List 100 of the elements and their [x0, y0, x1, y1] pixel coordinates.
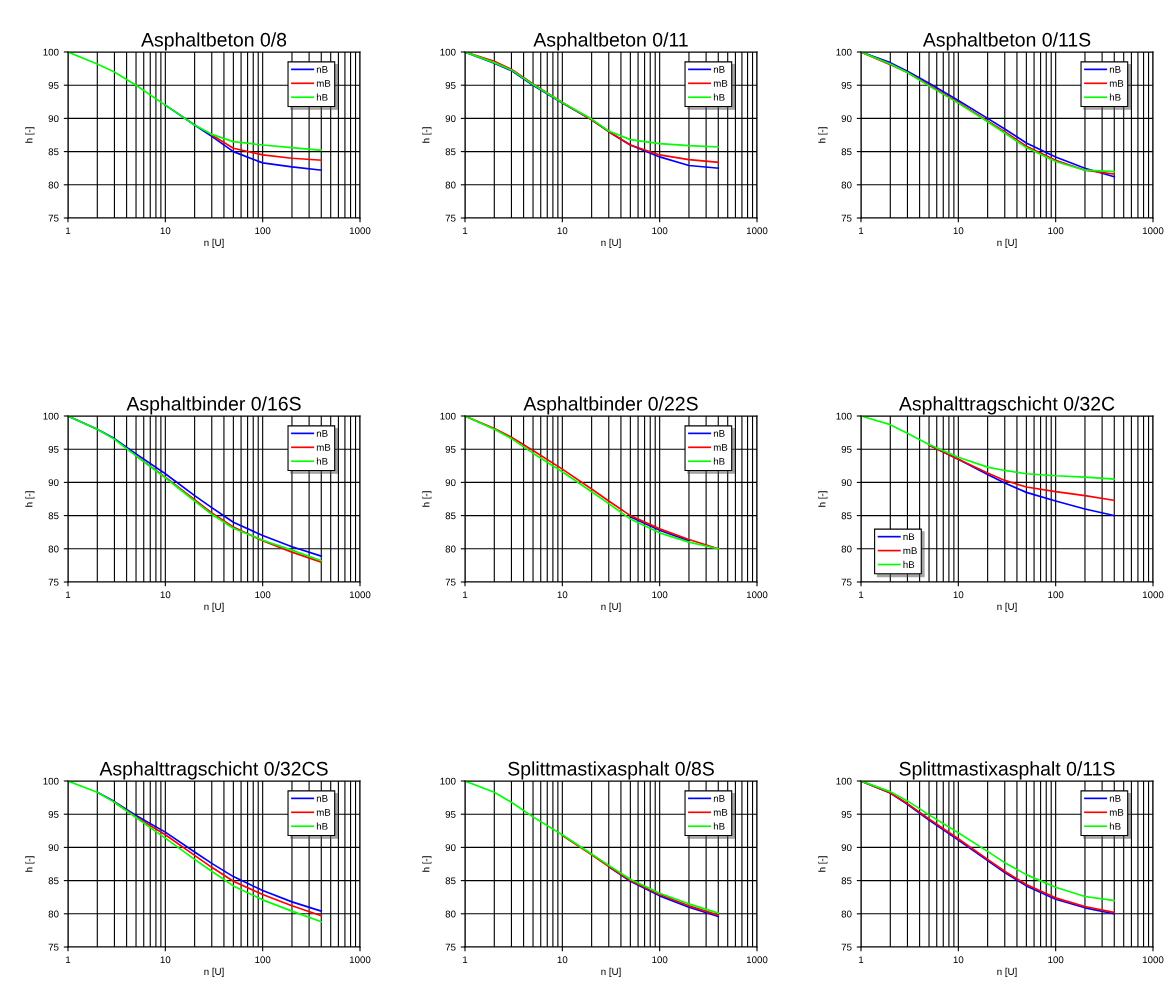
y-tick-label: 85	[841, 877, 852, 885]
x-tick-label: 1	[859, 227, 864, 235]
y-tick-label: 80	[48, 910, 59, 918]
y-tick-label: 85	[841, 148, 852, 156]
y-tick-label: 75	[445, 214, 456, 222]
legend-label: mB	[713, 80, 728, 87]
legend-label: nB	[316, 66, 328, 73]
y-axis-title: h [-]	[422, 856, 432, 872]
y-tick-label: 95	[841, 445, 852, 453]
y-tick-label: 75	[841, 943, 852, 951]
legend-label: nB	[316, 430, 328, 437]
legend-label: nB	[316, 795, 328, 802]
y-tick-label: 95	[445, 810, 456, 818]
y-tick-label: 80	[841, 545, 852, 553]
y-tick-label: 90	[48, 844, 59, 852]
legend-label: hB	[316, 822, 328, 830]
x-tick-label: 1000	[1142, 956, 1164, 964]
y-tick-label: 95	[841, 81, 852, 89]
y-axis-title: h [-]	[422, 127, 432, 143]
y-tick-label: 80	[841, 910, 852, 918]
x-tick-label: 1	[463, 227, 468, 235]
x-tick-label: 1	[859, 956, 864, 964]
y-tick-label: 75	[841, 578, 852, 586]
y-tick-label: 95	[48, 445, 59, 453]
x-tick-label: 100	[652, 227, 668, 235]
y-tick-label: 75	[48, 214, 59, 222]
y-tick-label: 100	[836, 777, 852, 785]
x-tick-label: 1000	[349, 591, 371, 599]
legend-label: nB	[1109, 66, 1121, 73]
chart-title: Asphaltbeton 0/8	[141, 32, 287, 51]
legend-label: nB	[713, 795, 725, 802]
chart-title: Asphalttragschicht 0/32CS	[99, 761, 328, 780]
legend-label: nB	[713, 66, 725, 73]
y-tick-label: 85	[445, 512, 456, 520]
x-tick-label: 10	[160, 227, 171, 235]
legend-label: hB	[316, 457, 328, 465]
chart-title: Asphaltbinder 0/22S	[523, 396, 698, 415]
x-tick-label: 1	[463, 591, 468, 599]
x-axis-title: n [U]	[997, 602, 1017, 612]
x-tick-label: 1000	[746, 956, 768, 964]
y-tick-label: 85	[445, 148, 456, 156]
x-tick-label: 1000	[1142, 227, 1164, 235]
x-tick-label: 100	[1048, 227, 1064, 235]
y-tick-label: 75	[445, 943, 456, 951]
x-tick-label: 1000	[349, 956, 371, 964]
legend-label: mB	[316, 80, 331, 87]
x-tick-label: 1	[66, 227, 71, 235]
chart-title: Splittmastixasphalt 0/8S	[508, 761, 714, 780]
legend-label: mB	[1109, 809, 1124, 816]
x-tick-label: 100	[255, 591, 271, 599]
y-tick-label: 80	[445, 181, 456, 189]
y-tick-label: 90	[445, 844, 456, 852]
x-tick-label: 1	[66, 956, 71, 964]
chart-title: Asphaltbinder 0/16S	[126, 396, 301, 415]
y-axis-title: h [-]	[25, 491, 35, 507]
legend-label: mB	[316, 809, 331, 816]
y-axis-title: h [-]	[818, 491, 828, 507]
x-tick-label: 100	[652, 591, 668, 599]
legend-label: hB	[1109, 822, 1121, 830]
y-tick-label: 100	[440, 412, 456, 420]
y-tick-label: 95	[48, 81, 59, 89]
y-axis-title: h [-]	[25, 856, 35, 872]
y-tick-label: 95	[445, 445, 456, 453]
y-tick-label: 90	[841, 844, 852, 852]
x-tick-label: 100	[1048, 956, 1064, 964]
y-tick-label: 90	[48, 479, 59, 487]
y-axis-title: h [-]	[422, 491, 432, 507]
legend-label: mB	[713, 809, 728, 816]
x-tick-label: 10	[557, 227, 568, 235]
chart-title: Splittmastixasphalt 0/11S	[899, 761, 1115, 780]
y-tick-label: 100	[43, 48, 59, 56]
y-tick-label: 75	[48, 943, 59, 951]
x-axis-title: n [U]	[601, 602, 621, 612]
x-axis-title: n [U]	[204, 967, 224, 977]
x-tick-label: 10	[953, 591, 964, 599]
x-axis-title: n [U]	[204, 238, 224, 248]
y-tick-label: 80	[48, 181, 59, 189]
x-axis-title: n [U]	[601, 238, 621, 248]
chart-title: Asphaltbeton 0/11	[533, 32, 688, 51]
x-tick-label: 1	[66, 591, 71, 599]
legend-label: hB	[903, 560, 915, 568]
y-tick-label: 100	[836, 48, 852, 56]
y-tick-label: 85	[48, 148, 59, 156]
y-axis-title: h [-]	[25, 127, 35, 143]
y-tick-label: 75	[48, 578, 59, 586]
y-tick-label: 90	[48, 115, 59, 123]
legend-label: mB	[713, 444, 728, 451]
x-tick-label: 100	[255, 956, 271, 964]
x-tick-label: 1000	[746, 227, 768, 235]
y-axis-title: h [-]	[818, 127, 828, 143]
legend-label: hB	[713, 93, 725, 101]
y-tick-label: 85	[841, 512, 852, 520]
y-tick-label: 80	[445, 910, 456, 918]
x-tick-label: 1	[463, 956, 468, 964]
x-tick-label: 1000	[1142, 591, 1164, 599]
y-tick-label: 100	[440, 48, 456, 56]
y-tick-label: 85	[48, 877, 59, 885]
legend-label: nB	[1109, 795, 1121, 802]
legend-label: hB	[713, 822, 725, 830]
x-axis-title: n [U]	[601, 967, 621, 977]
